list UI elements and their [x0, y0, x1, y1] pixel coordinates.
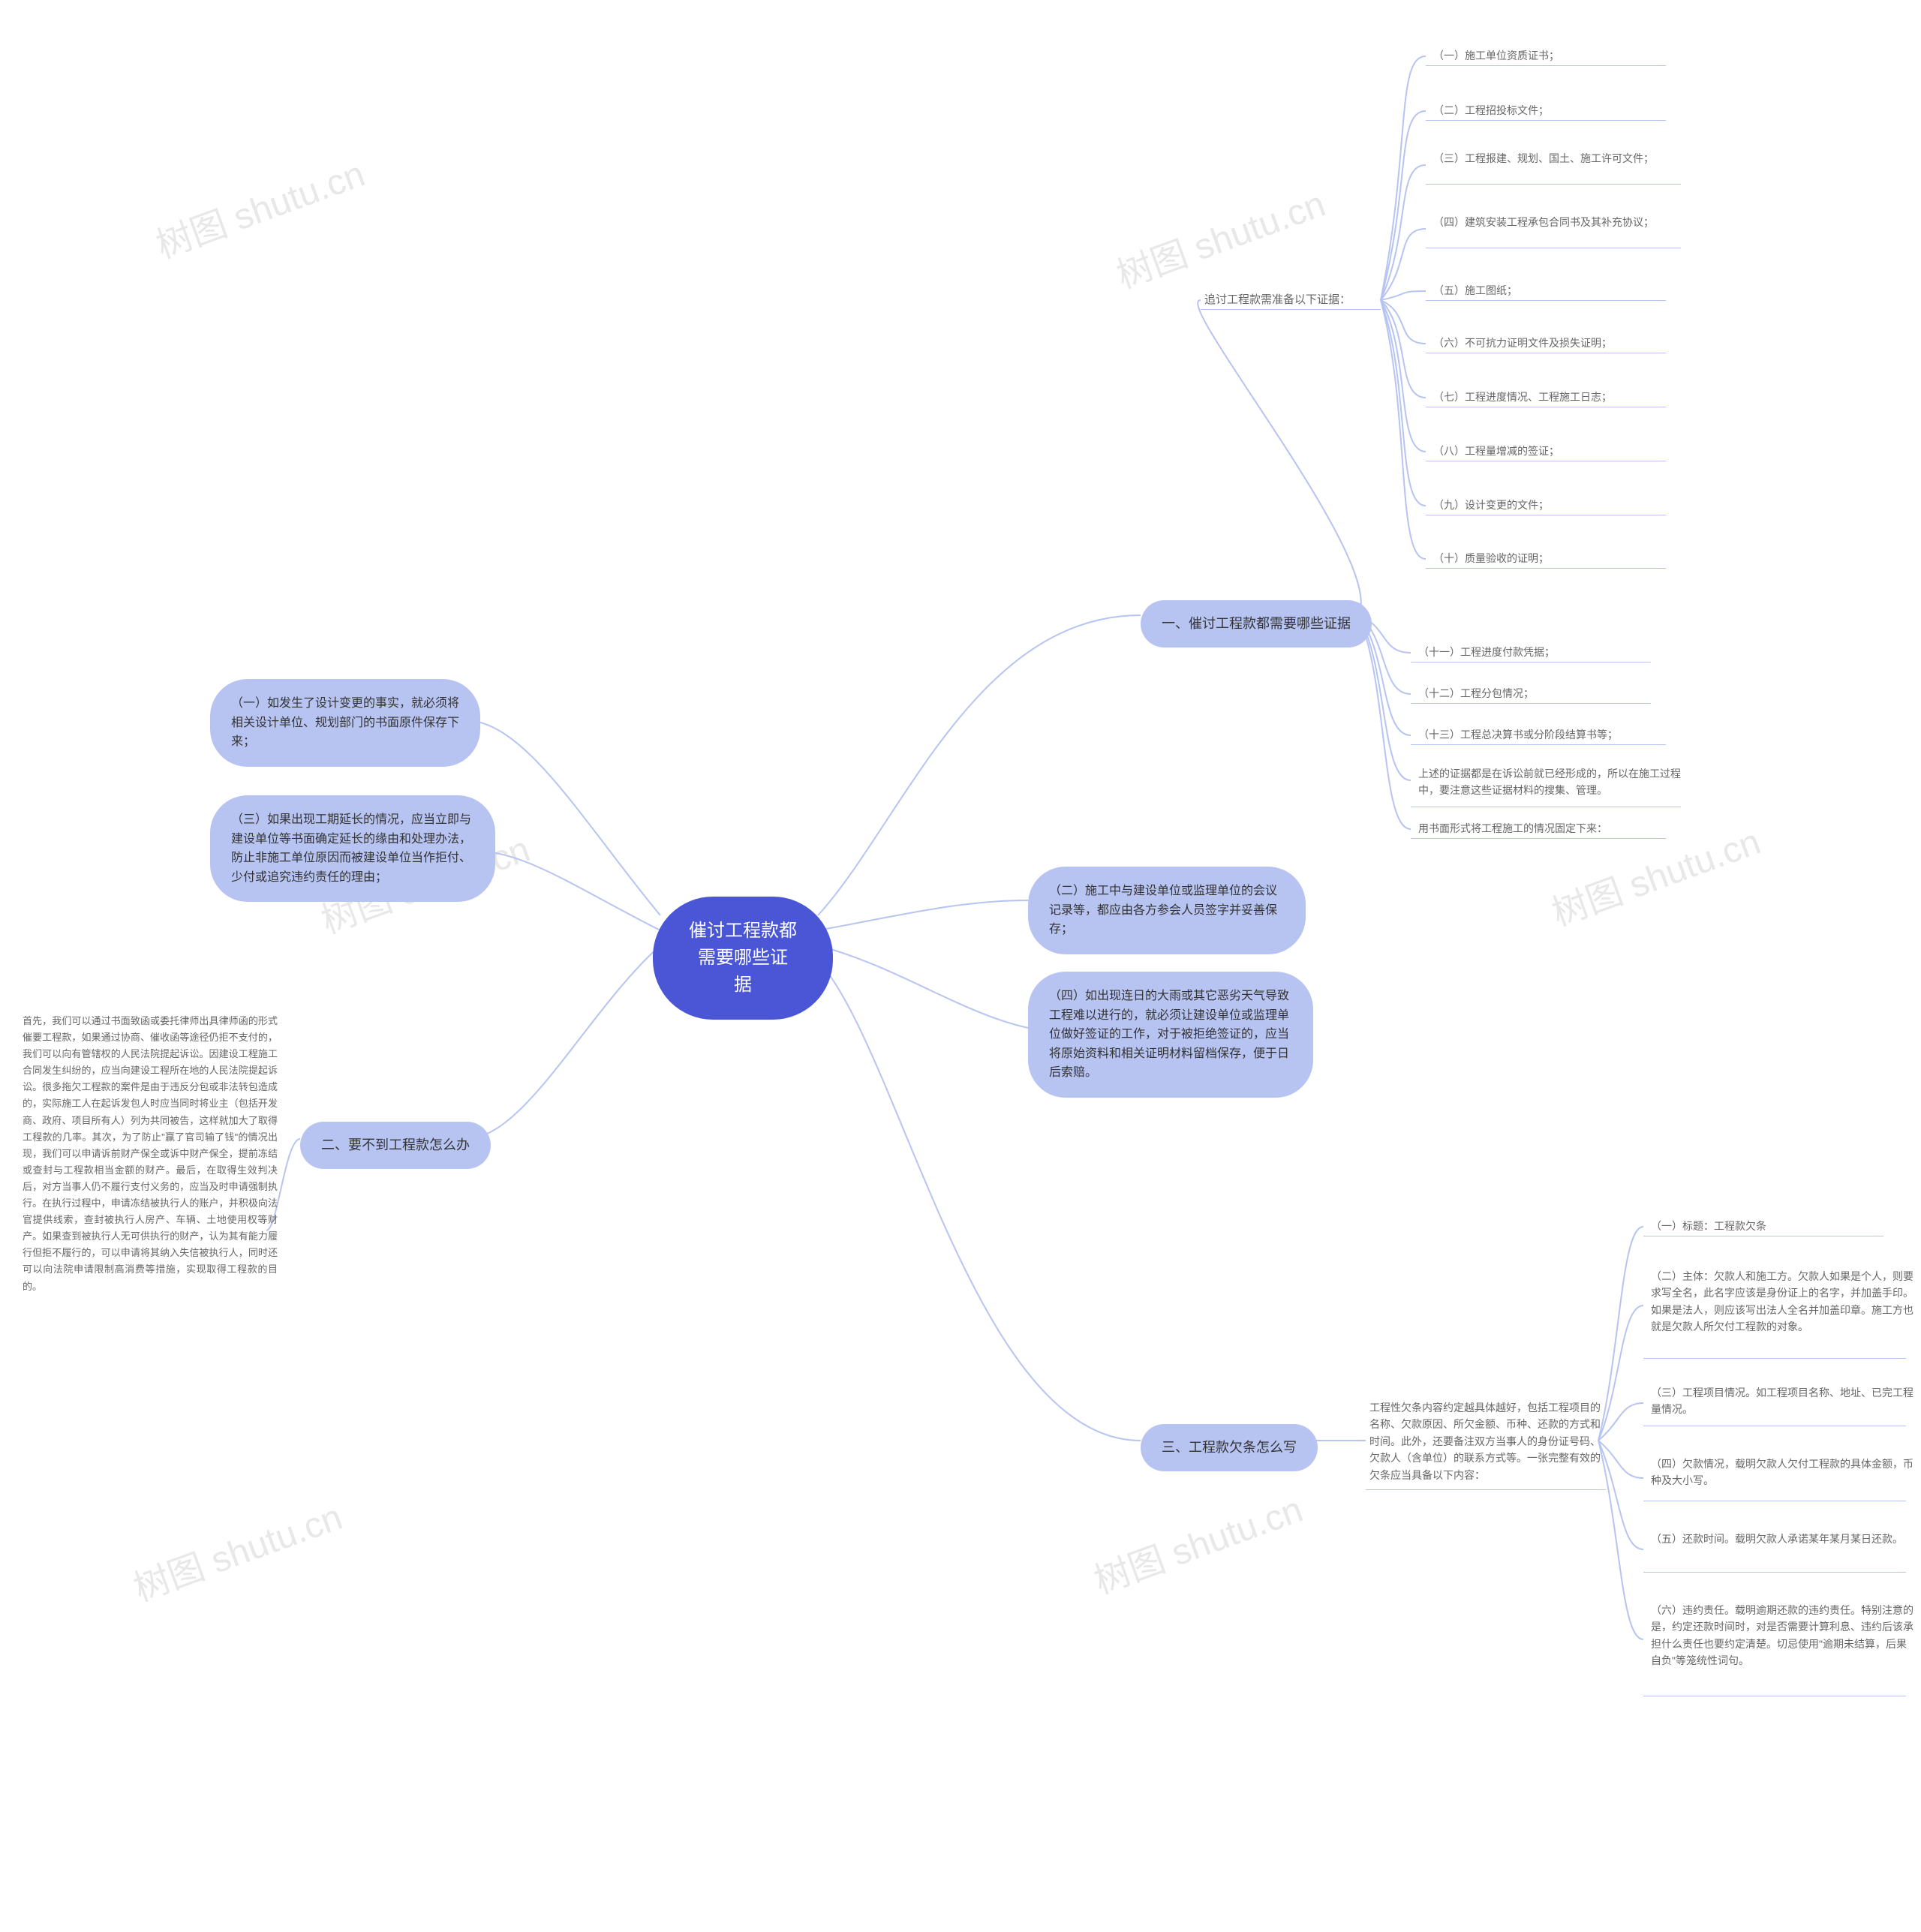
center-line1: 催讨工程款都需要哪些证	[689, 921, 797, 968]
underline	[1411, 662, 1651, 663]
watermark: 树图 shutu.cn	[1086, 1480, 1309, 1603]
bubble-right-2[interactable]: （四）如出现连日的大雨或其它恶劣天气导致工程难以进行的，就必须让建设单位或监理单…	[1028, 972, 1313, 1098]
b3-item-3: （三）工程项目情况。如工程项目名称、地址、已完工程量情况。	[1651, 1384, 1913, 1418]
watermark: 树图 shutu.cn	[148, 144, 371, 268]
bubble-left-2[interactable]: （三）如果出现工期延长的情况，应当立即与建设单位等书面确定延长的缘由和处理办法，…	[210, 795, 495, 902]
connectors	[0, 0, 1921, 1932]
underline	[1643, 1572, 1906, 1573]
branch-1[interactable]: 一、催讨工程款都需要哪些证据	[1141, 600, 1372, 648]
b1-item-1: （一）施工单位资质证书；	[1433, 47, 1559, 64]
b3-item-6: （六）违约责任。载明逾期还款的违约责任。特别注意的是，约定还款时间时，对是否需要…	[1651, 1602, 1913, 1669]
b1-item-9: （九）设计变更的文件；	[1433, 497, 1549, 513]
underline	[1643, 1358, 1906, 1359]
b1-item-4: （四）建筑安装工程承包合同书及其补充协议；	[1433, 214, 1654, 230]
branch-3[interactable]: 三、工程款欠条怎么写	[1141, 1424, 1318, 1471]
b1-item-5: （五）施工图纸；	[1433, 282, 1517, 299]
branch-2[interactable]: 二、要不到工程款怎么办	[300, 1122, 491, 1169]
center-line2: 据	[734, 975, 752, 995]
bubble-right-1[interactable]: （二）施工中与建设单位或监理单位的会议记录等，都应由各方参会人员签字并妥善保存；	[1028, 867, 1306, 954]
b1-item-2: （二）工程招投标文件；	[1433, 102, 1549, 119]
b3-item-5: （五）还款时间。载明欠款人承诺某年某月某日还款。	[1651, 1531, 1903, 1547]
b1-item-6: （六）不可抗力证明文件及损失证明；	[1433, 335, 1612, 351]
b1-extra-11: （十一）工程进度付款凭据；	[1418, 644, 1555, 660]
branch2-para: 首先，我们可以通过书面致函或委托律师出具律师函的形式催要工程款，如果通过协商、催…	[23, 1013, 278, 1295]
watermark: 树图 shutu.cn	[125, 1487, 348, 1611]
underline	[1411, 838, 1666, 839]
b1-item-7: （七）工程进度情况、工程施工日志；	[1433, 389, 1612, 405]
b1-extra-12: （十二）工程分包情况；	[1418, 685, 1534, 702]
b1-item-3: （三）工程报建、规划、国土、施工许可文件；	[1433, 150, 1654, 167]
branch1-sub1-label: 追讨工程款需准备以下证据：	[1204, 291, 1351, 309]
b3-item-4: （四）欠款情况，载明欠款人欠付工程款的具体金额，币种及大小写。	[1651, 1456, 1913, 1489]
branch3-sub-label: 工程性欠条内容约定越具体越好，包括工程项目的名称、欠款原因、所欠金额、币种、还款…	[1369, 1399, 1610, 1483]
b1-extra-15: 用书面形式将工程施工的情况固定下来：	[1418, 820, 1607, 837]
underline	[1426, 184, 1681, 185]
underline	[1426, 568, 1666, 569]
b3-item-2: （二）主体：欠款人和施工方。欠款人如果是个人，则要求写全名，此名字应该是身份证上…	[1651, 1268, 1913, 1336]
b3-item-1: （一）标题：工程款欠条	[1651, 1218, 1766, 1234]
bubble-left-1[interactable]: （一）如发生了设计变更的事实，就必须将相关设计单位、规划部门的书面原件保存下来；	[210, 679, 480, 767]
underline	[1411, 703, 1651, 704]
b1-extra-14: 上述的证据都是在诉讼前就已经形成的，所以在施工过程中，要注意这些证据材料的搜集、…	[1418, 765, 1688, 799]
center-topic[interactable]: 催讨工程款都需要哪些证 据	[653, 897, 833, 1020]
b1-item-10: （十）质量验收的证明；	[1433, 550, 1549, 566]
underline	[1426, 120, 1666, 121]
underline	[1426, 300, 1666, 301]
underline	[1366, 1489, 1606, 1490]
underline	[1426, 65, 1666, 66]
b1-item-8: （八）工程量增减的签证；	[1433, 443, 1559, 459]
watermark: 树图 shutu.cn	[1108, 174, 1331, 298]
underline	[1201, 309, 1381, 310]
underline	[1411, 744, 1666, 745]
b1-extra-13: （十三）工程总决算书或分阶段结算书等；	[1418, 726, 1618, 743]
